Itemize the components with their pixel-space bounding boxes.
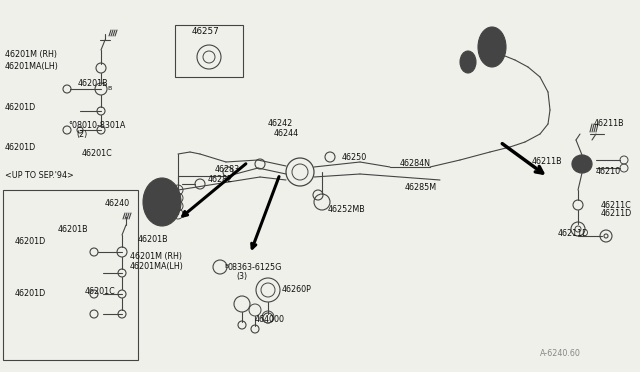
Text: 46201C: 46201C [85,288,116,296]
Text: 46201M (RH): 46201M (RH) [5,51,57,60]
Ellipse shape [572,155,592,173]
Text: 46211C: 46211C [601,201,632,209]
Text: 46201D: 46201D [15,237,46,247]
Ellipse shape [460,51,476,73]
Text: 46250: 46250 [342,153,367,161]
Text: 46282: 46282 [208,176,233,185]
Text: 46211B: 46211B [594,119,625,128]
Text: 46201B: 46201B [78,80,109,89]
Bar [3,190,138,360]
Text: 46211B: 46211B [532,157,563,167]
Text: (3): (3) [236,273,247,282]
Text: 46201M (RH): 46201M (RH) [130,253,182,262]
Text: 46201D: 46201D [15,289,46,298]
Text: 46201D: 46201D [5,103,36,112]
Text: °08010-8301A: °08010-8301A [68,121,125,129]
Text: 46252MB: 46252MB [328,205,365,215]
Text: (2): (2) [76,129,87,138]
Text: 46211D: 46211D [558,230,589,238]
Text: B: B [224,264,228,269]
Text: A-6240.60: A-6240.60 [540,350,581,359]
Ellipse shape [143,178,181,226]
Text: 46201B: 46201B [58,224,88,234]
Ellipse shape [478,27,506,67]
Text: 46257: 46257 [192,28,220,36]
Text: 46285M: 46285M [405,183,437,192]
Bar [175,25,243,77]
Text: 46242: 46242 [268,119,293,128]
Text: 46201C: 46201C [82,150,113,158]
Text: 46201MA(LH): 46201MA(LH) [130,263,184,272]
Text: 46201B: 46201B [138,234,168,244]
Text: 46284N: 46284N [400,160,431,169]
Text: 46210: 46210 [596,167,621,176]
Text: <UP TO SEP.'94>: <UP TO SEP.'94> [5,171,74,180]
Text: B: B [107,87,111,92]
Text: 46260P: 46260P [282,285,312,295]
Text: 464000: 464000 [255,315,285,324]
Text: 46211D: 46211D [601,209,632,218]
Text: 46201D: 46201D [5,142,36,151]
Text: 46240: 46240 [105,199,130,208]
Text: 46283: 46283 [215,166,240,174]
Text: 46244: 46244 [274,129,299,138]
Text: 46201MA(LH): 46201MA(LH) [5,62,59,71]
Text: 08363-6125G: 08363-6125G [228,263,282,272]
